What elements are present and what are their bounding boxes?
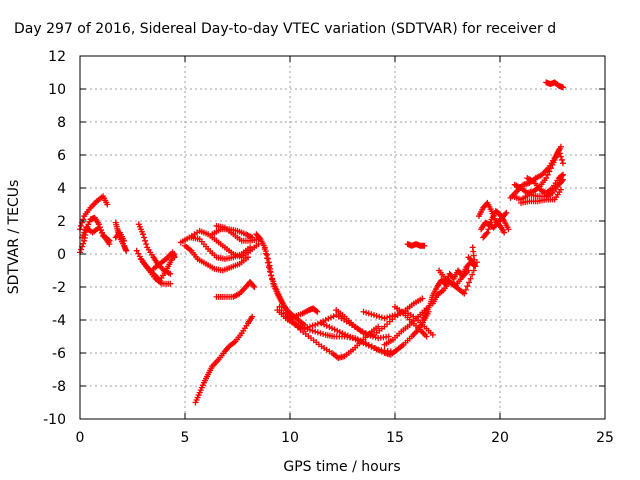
data-point (470, 267, 477, 274)
data-point (560, 160, 566, 167)
data-point (143, 241, 150, 248)
data-point (171, 254, 178, 261)
y-tick-label: 2 (57, 214, 66, 230)
data-point (78, 222, 85, 229)
data-point (558, 172, 565, 179)
data-point (80, 240, 87, 247)
data-point (557, 143, 564, 150)
y-tick-label: 12 (48, 49, 66, 65)
data-point (123, 247, 130, 254)
data-point (421, 242, 428, 249)
data-point (167, 280, 174, 287)
data-point (276, 303, 283, 310)
y-tick-label: -10 (43, 412, 66, 428)
data-point (429, 331, 436, 338)
data-point (547, 165, 554, 172)
data-point (106, 241, 113, 248)
data-point (375, 323, 382, 330)
axis-ticks: 0 5 10 15 20 25 -10 -8 -6 -4 -2 0 2 4 6 8 10 12 (43, 49, 614, 446)
data-point (385, 333, 392, 340)
data-point (543, 175, 550, 182)
data-point (486, 222, 493, 229)
data-point (247, 244, 254, 251)
data-point (466, 279, 473, 286)
data-point (245, 254, 251, 261)
x-tick-label: 25 (596, 430, 614, 446)
x-tick-label: 0 (76, 430, 85, 446)
x-tick-label: 20 (491, 430, 509, 446)
grid-lines (80, 56, 605, 419)
x-axis-label: GPS time / hours (283, 459, 400, 475)
data-point (262, 250, 269, 257)
plot-frame (79, 55, 606, 420)
data-point (546, 168, 553, 175)
data-point (267, 268, 274, 275)
x-tick-label: 5 (181, 430, 190, 446)
data-point (469, 244, 476, 251)
data-point (314, 308, 321, 315)
y-tick-label: 6 (57, 148, 66, 164)
data-point (483, 230, 490, 237)
y-axis-label: SDTVAR / TECUs (6, 180, 22, 295)
data-point (557, 186, 564, 193)
data-point (269, 276, 276, 283)
data-point (313, 307, 320, 314)
y-tick-label: 10 (48, 82, 66, 98)
data-point (558, 156, 565, 163)
data-point (469, 271, 476, 278)
data-point (544, 171, 551, 178)
data-point (264, 259, 271, 266)
data-point (141, 234, 148, 241)
data-point (461, 290, 468, 297)
data-point (423, 333, 430, 340)
y-tick-label: -2 (52, 280, 66, 296)
data-point (465, 267, 472, 274)
data-point (501, 229, 508, 236)
chart-title: Day 297 of 2016, Sidereal Day-to-day VTE… (14, 21, 556, 37)
data-point (560, 84, 566, 91)
data-point (560, 171, 566, 178)
y-tick-label: 8 (57, 115, 66, 131)
y-tick-label: 4 (57, 181, 66, 197)
data-point (121, 237, 128, 244)
y-tick-label: -4 (52, 313, 66, 329)
data-point (557, 153, 564, 160)
data-point (419, 295, 426, 302)
data-point (250, 282, 257, 289)
data-point (256, 234, 263, 241)
y-tick-label: -6 (52, 346, 66, 362)
x-tick-label: 15 (386, 430, 404, 446)
y-tick-label: -8 (52, 379, 66, 395)
data-point (167, 270, 174, 277)
data-point (502, 210, 509, 217)
x-tick-label: 10 (281, 430, 299, 446)
data-point (268, 272, 275, 279)
y-tick-label: 0 (57, 247, 66, 263)
data-point (263, 255, 270, 262)
data-point (249, 313, 256, 320)
data-point (140, 231, 146, 238)
data-point (503, 209, 510, 216)
data-point (251, 284, 258, 290)
data-points (77, 79, 566, 406)
data-point (142, 237, 149, 244)
data-point (462, 286, 469, 293)
data-point (487, 219, 494, 226)
data-point (464, 283, 471, 290)
data-point (266, 264, 272, 271)
data-point (467, 275, 474, 282)
data-point (484, 229, 491, 236)
data-point (78, 246, 85, 253)
data-point (104, 201, 111, 208)
data-point (505, 226, 512, 233)
data-point (485, 226, 492, 233)
data-point (261, 246, 268, 253)
